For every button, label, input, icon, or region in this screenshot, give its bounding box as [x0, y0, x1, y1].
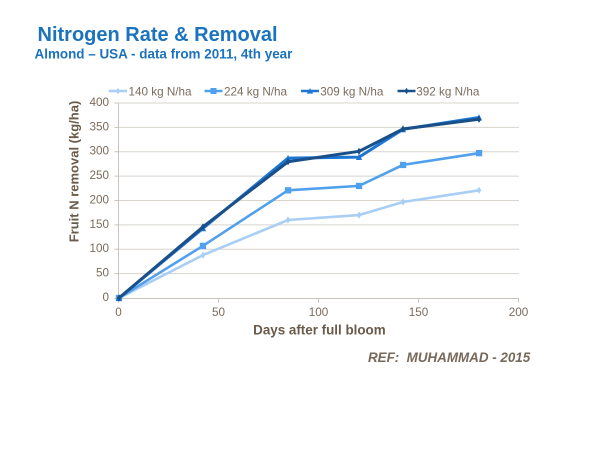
svg-text:0: 0: [115, 306, 122, 319]
svg-text:50: 50: [96, 267, 110, 280]
svg-text:0: 0: [102, 291, 109, 304]
svg-text:200: 200: [89, 194, 109, 207]
svg-text:Nitrogen Rate & Removal: Nitrogen Rate & Removal: [38, 24, 278, 46]
svg-text:Days after full bloom: Days after full bloom: [253, 322, 386, 337]
svg-text:100: 100: [309, 306, 329, 319]
svg-text:50: 50: [212, 306, 226, 319]
svg-text:400: 400: [89, 96, 109, 109]
svg-text:140 kg N/ha: 140 kg N/ha: [129, 86, 193, 99]
svg-text:392 kg N/ha: 392 kg N/ha: [416, 86, 480, 99]
svg-text:Almond – USA - data from 2011,: Almond – USA - data from 2011, 4th year: [35, 46, 294, 61]
svg-text:150: 150: [409, 306, 429, 319]
svg-text:350: 350: [89, 120, 109, 133]
svg-text:250: 250: [89, 169, 109, 182]
svg-text:150: 150: [89, 218, 109, 231]
svg-text:300: 300: [89, 145, 109, 158]
svg-text:309 kg N/ha: 309 kg N/ha: [320, 86, 384, 99]
svg-text:100: 100: [89, 242, 109, 255]
svg-text:224 kg N/ha: 224 kg N/ha: [224, 86, 288, 99]
svg-text:REF: MUHAMMAD - 2015: REF: MUHAMMAD - 2015: [368, 350, 531, 365]
svg-text:200: 200: [509, 306, 529, 319]
svg-text:Fruit N removal (kg/ha): Fruit N removal (kg/ha): [67, 101, 82, 243]
